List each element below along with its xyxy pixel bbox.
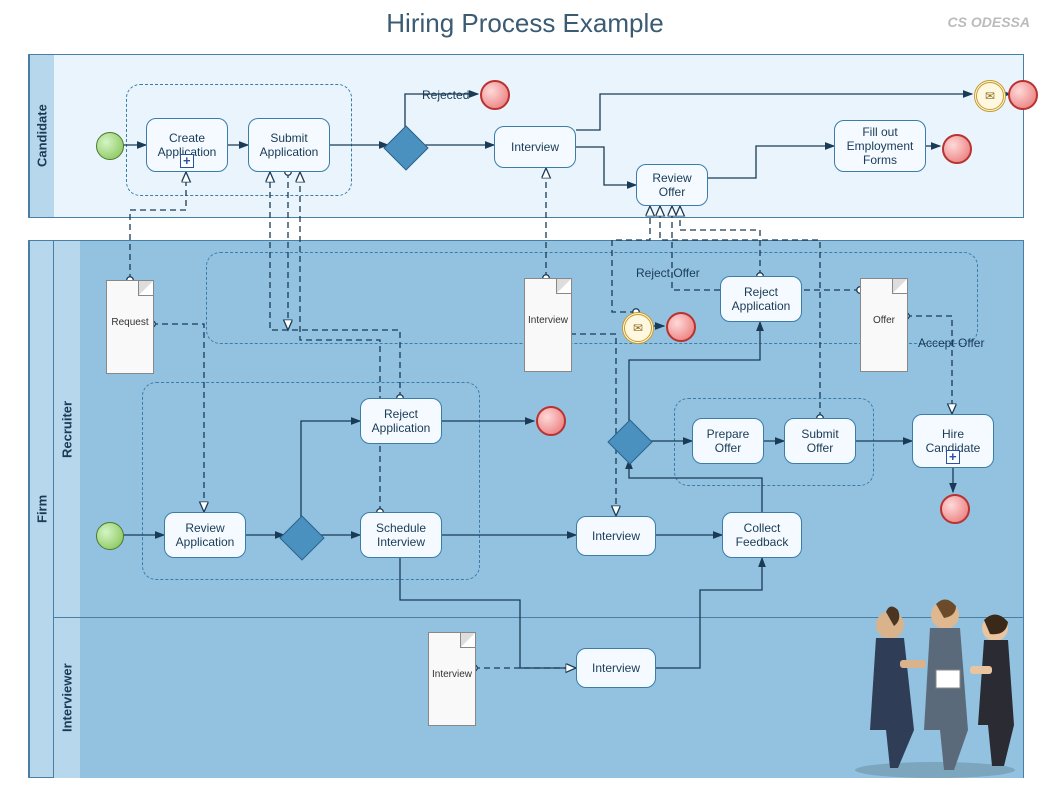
task-label: Submit Offer — [789, 427, 851, 455]
start-event-icon — [96, 522, 124, 550]
end-event-icon — [940, 494, 970, 524]
doc-label: Interview — [432, 669, 472, 680]
task-create-application: Create Application — [146, 118, 228, 172]
end-event-icon — [1008, 80, 1038, 110]
task-label: Fill out Employment Forms — [839, 125, 921, 167]
task-label: Reject Application — [365, 407, 437, 435]
task-interview-recruiter: Interview — [576, 516, 656, 556]
edge-label: Rejected — [422, 88, 469, 102]
task-label: Interview — [511, 140, 559, 154]
task-label: Review Offer — [641, 171, 703, 199]
end-event-icon — [666, 312, 696, 342]
document-icon: Request — [106, 280, 154, 374]
task-label: Review Application — [169, 521, 241, 549]
doc-label: Interview — [528, 315, 568, 326]
task-interview-candidate: Interview — [494, 126, 576, 168]
task-interview-interviewer: Interview — [576, 648, 656, 688]
task-label: Reject Application — [725, 285, 797, 313]
end-event-icon — [480, 80, 510, 110]
message-event-icon: ✉ — [974, 80, 1006, 112]
lane-interviewer-label: Interviewer — [53, 618, 80, 778]
document-icon: Interview — [524, 278, 572, 372]
task-submit-application: Submit Application — [248, 118, 330, 172]
task-collect-feedback: Collect Feedback — [722, 512, 802, 558]
end-event-icon — [942, 134, 972, 164]
task-label: Prepare Offer — [697, 427, 759, 455]
subprocess-marker-icon — [946, 450, 960, 464]
pool-candidate-label: Candidate — [29, 55, 54, 217]
task-label: Submit Application — [253, 131, 325, 159]
lane-recruiter-label: Recruiter — [53, 241, 80, 617]
doc-label: Offer — [873, 315, 895, 326]
edge-label: Reject Offer — [636, 266, 700, 280]
task-label: Interview — [592, 529, 640, 543]
task-reject-application-recruiter: Reject Application — [360, 398, 442, 444]
task-submit-offer: Submit Offer — [784, 418, 856, 464]
task-label: Interview — [592, 661, 640, 675]
brand-logo: CS ODESSA — [948, 14, 1030, 30]
start-event-icon — [96, 132, 124, 160]
document-icon: Offer — [860, 278, 908, 372]
subprocess-marker-icon — [180, 154, 194, 168]
edge-label: Accept Offer — [918, 336, 984, 350]
task-fill-forms: Fill out Employment Forms — [834, 120, 926, 172]
document-icon: Interview — [428, 632, 476, 726]
task-prepare-offer: Prepare Offer — [692, 418, 764, 464]
pool-firm-label: Firm — [29, 241, 54, 777]
end-event-icon — [536, 406, 566, 436]
message-event-icon: ✉ — [622, 312, 654, 344]
task-label: Schedule Interview — [365, 521, 437, 549]
people-clipart — [840, 580, 1030, 780]
task-hire-candidate: Hire Candidate — [912, 414, 994, 468]
task-review-application: Review Application — [164, 512, 246, 558]
diagram-title: Hiring Process Example — [0, 8, 1050, 39]
task-schedule-interview: Schedule Interview — [360, 512, 442, 558]
doc-label: Request — [111, 317, 148, 328]
task-label: Collect Feedback — [727, 521, 797, 549]
task-reject-application-top: Reject Application — [720, 276, 802, 322]
task-review-offer: Review Offer — [636, 164, 708, 206]
